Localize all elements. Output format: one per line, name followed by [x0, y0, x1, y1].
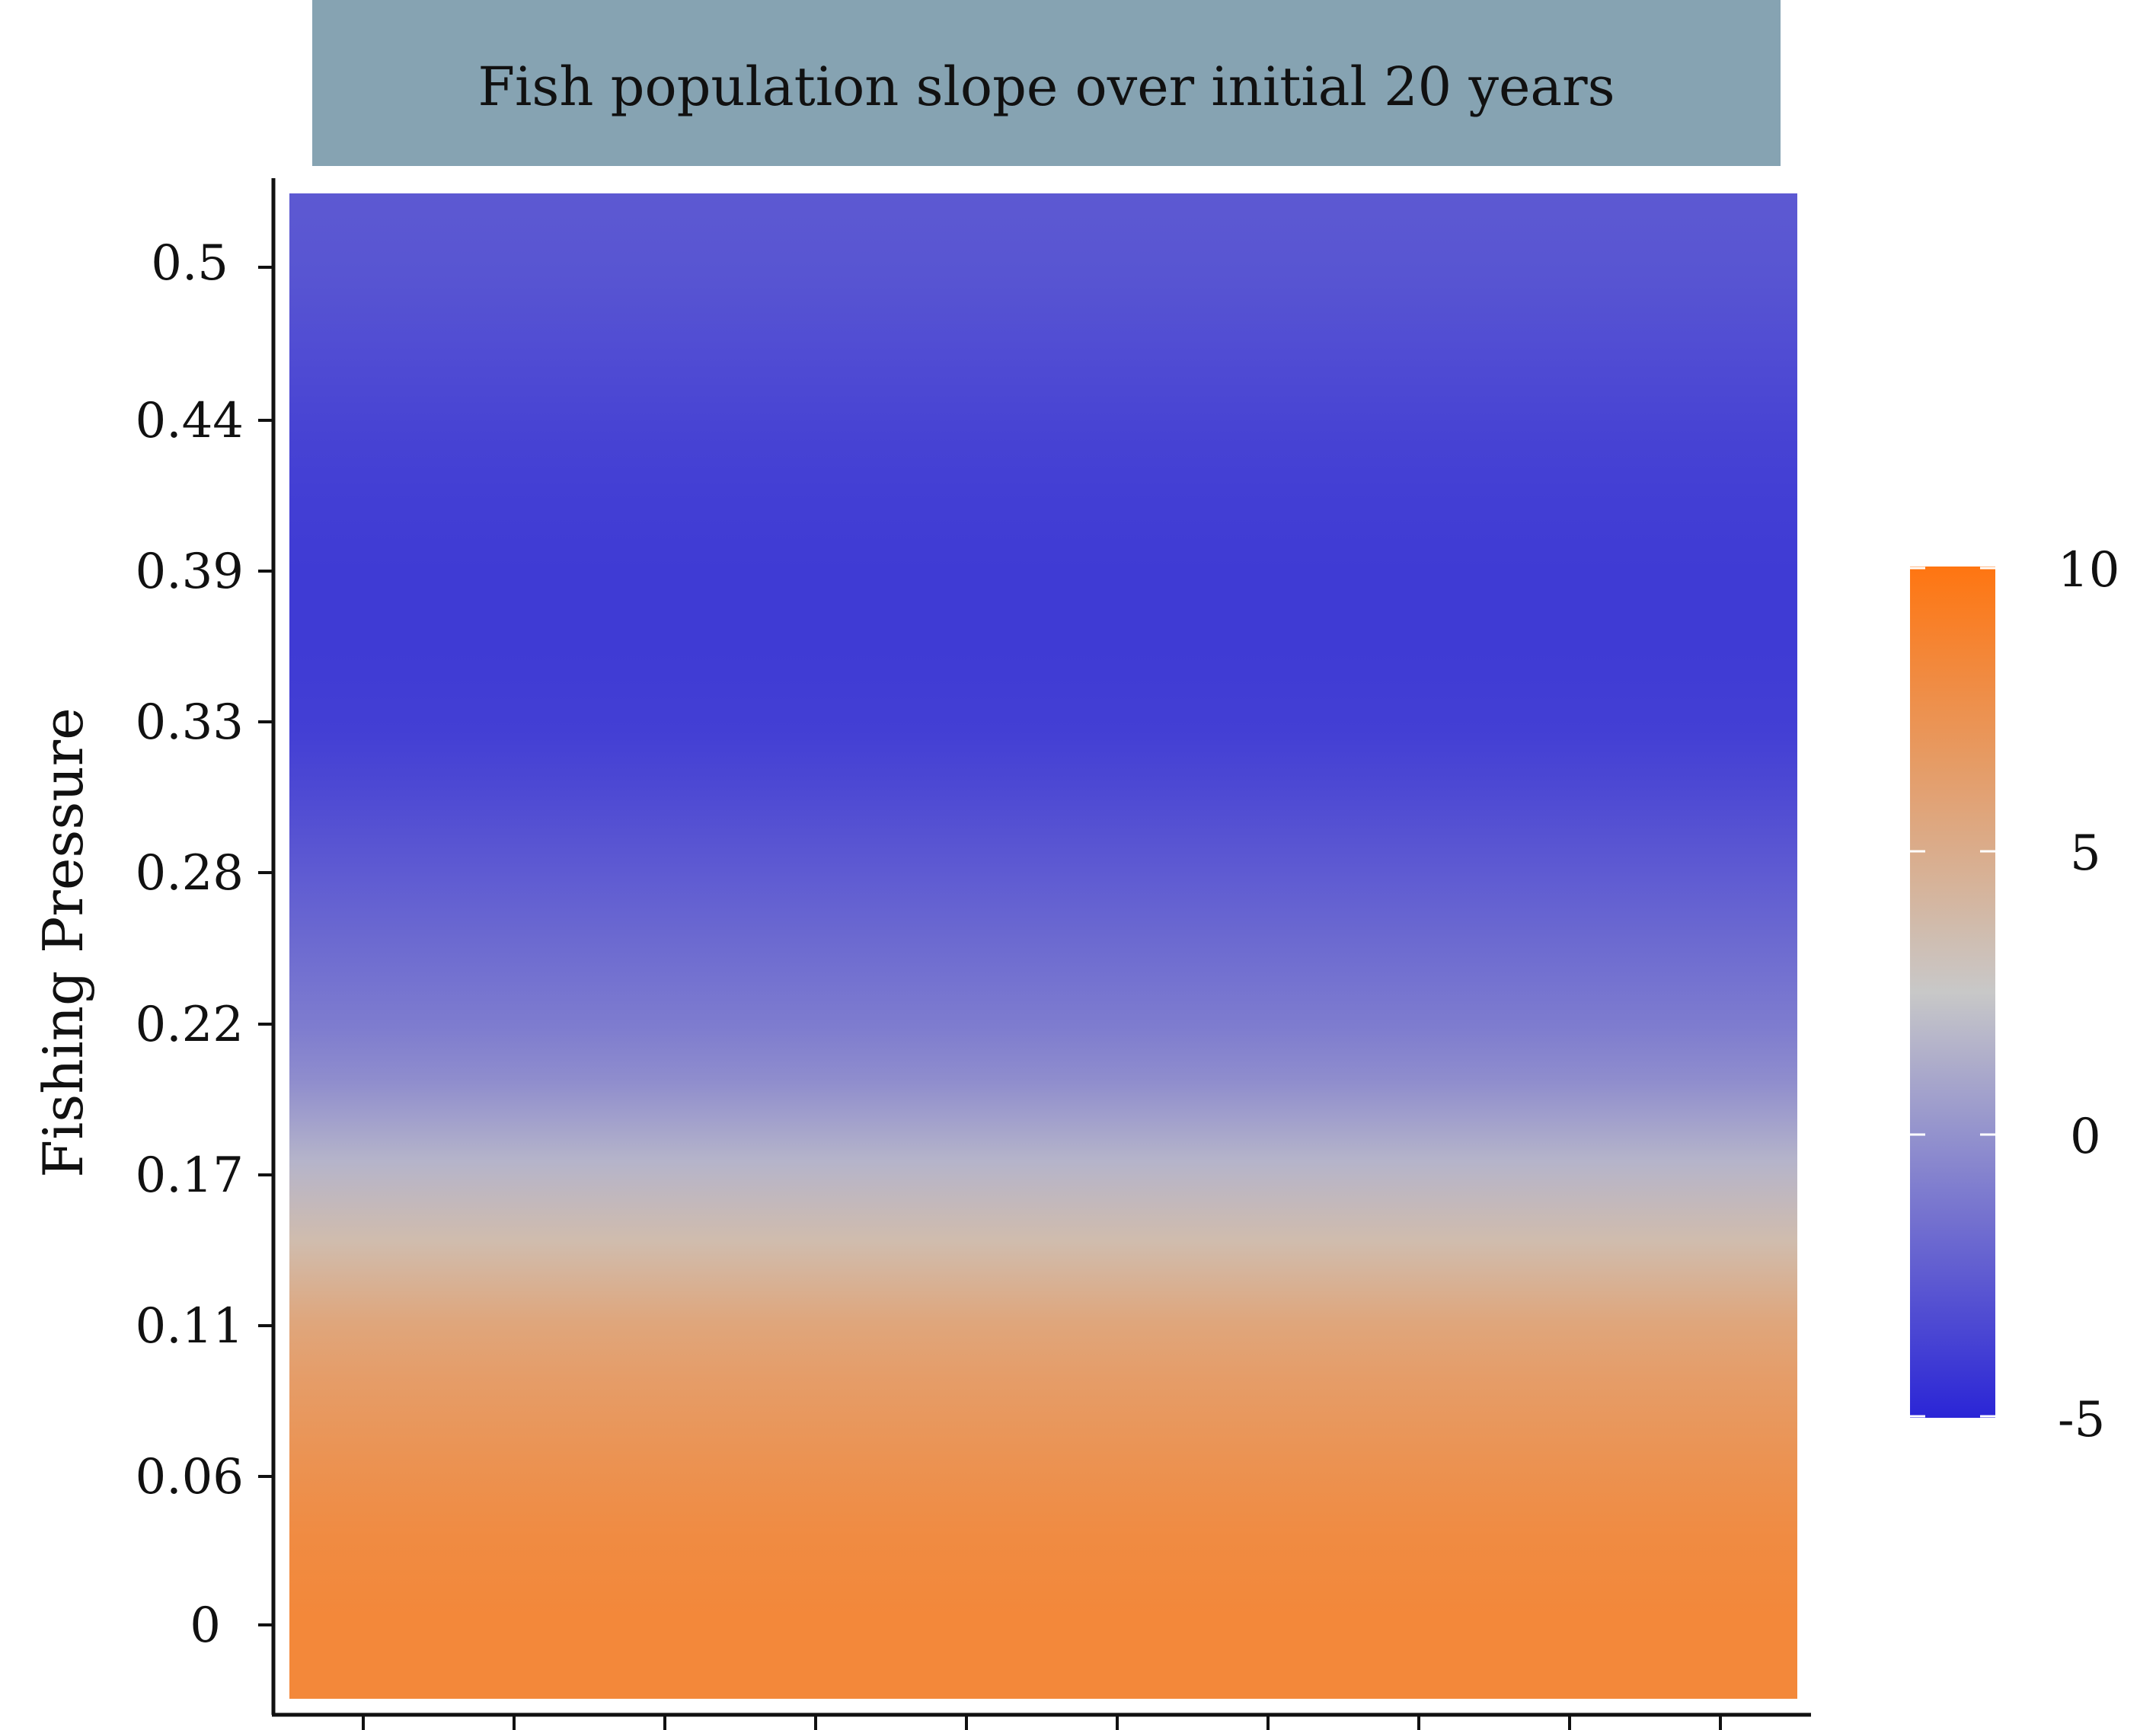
legend-label: 0	[2070, 1109, 2101, 1165]
y-tick-label: 0.33	[136, 694, 244, 751]
y-tick-label: 0.28	[136, 845, 244, 902]
y-tick-label: 0.22	[136, 997, 244, 1053]
y-tick-label: 0	[190, 1598, 221, 1654]
y-tick-label: 0.39	[136, 544, 244, 600]
y-tick-label: 0.44	[136, 393, 244, 449]
y-tick-label: 0.5	[151, 235, 228, 292]
y-axis-title: Fishing Pressure	[31, 707, 95, 1177]
legend-label: 5	[2070, 825, 2101, 882]
legend-label: 10	[2058, 542, 2119, 598]
title-strip	[312, 0, 1781, 166]
legend-ticks	[1910, 567, 1995, 1418]
legend-colorbar	[1910, 567, 1995, 1418]
x-axis-ticks	[362, 1715, 1722, 1730]
legend-label: -5	[2058, 1392, 2105, 1448]
y-tick-label: 0.06	[136, 1449, 244, 1505]
y-tick-label: 0.17	[136, 1147, 244, 1204]
y-axis-ticks: 0 0.06 0.11 0.17 0.22 0.28 0.33 0.39 0.4…	[136, 235, 273, 1654]
chart-title: Fish population slope over initial 20 ye…	[478, 56, 1615, 118]
y-tick-label: 0.11	[136, 1298, 244, 1355]
heatmap-tile	[289, 193, 1797, 1699]
